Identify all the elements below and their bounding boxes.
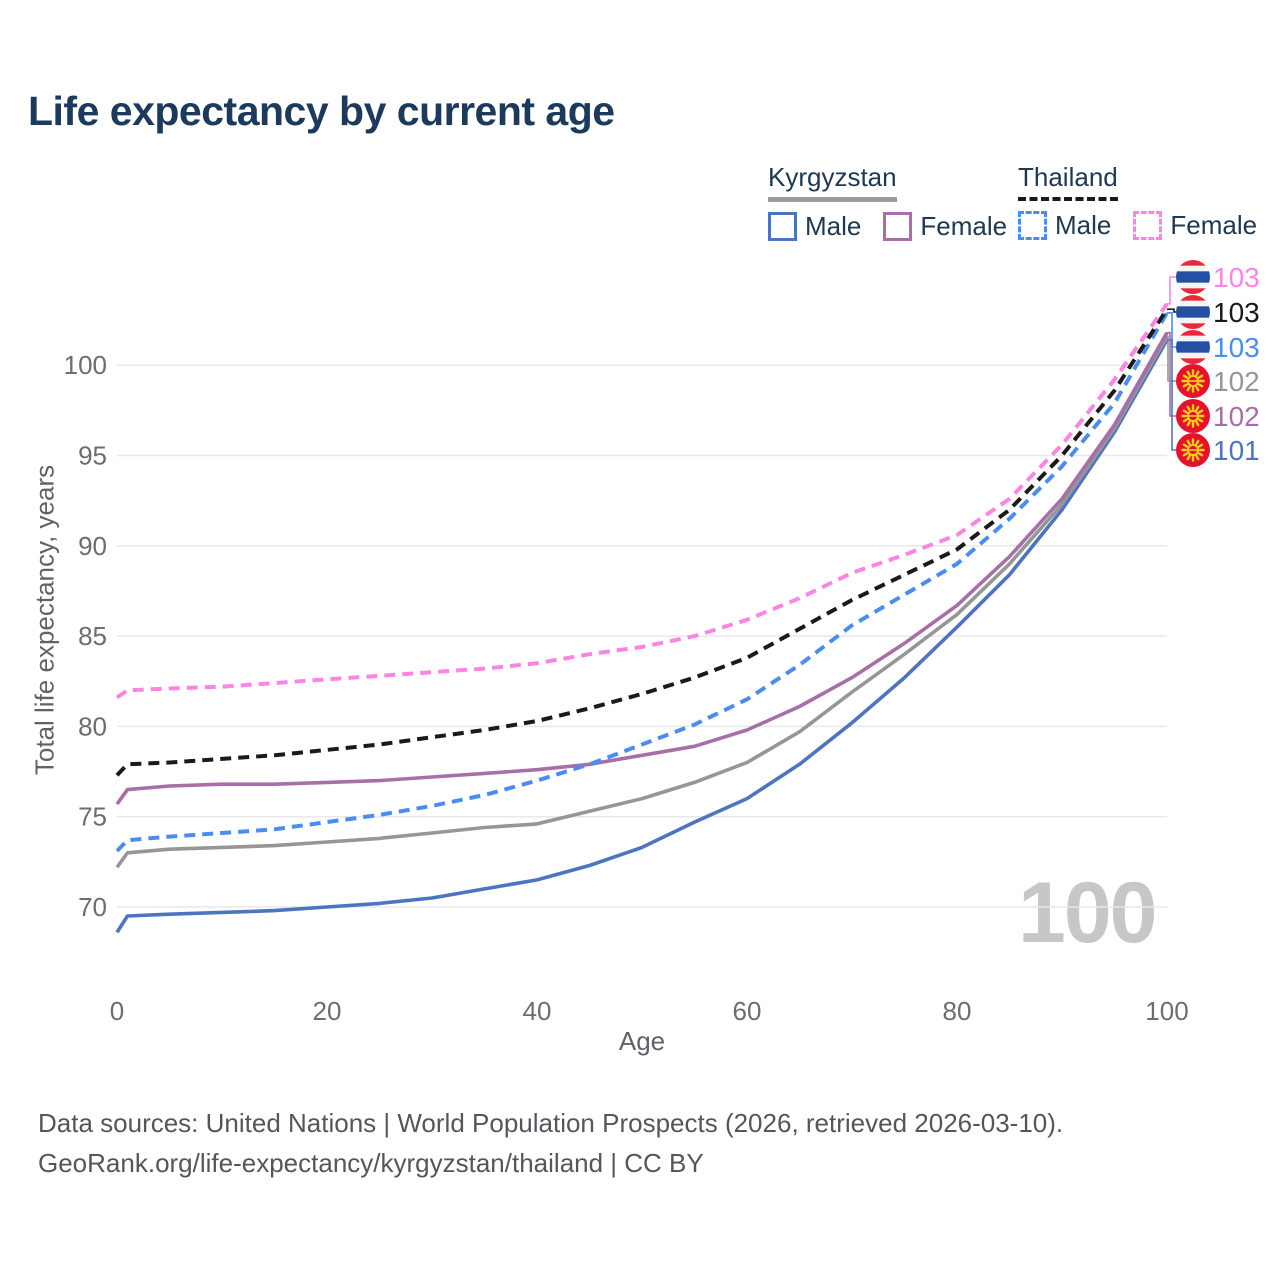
x-tick-label-60: 60 [733,996,762,1026]
kyrgyzstan-flag-icon [1176,433,1210,467]
x-tick-label-80: 80 [943,996,972,1026]
series-line-kyrgyzstan-female [115,331,1169,806]
x-tick-labels: 0 20 40 60 80 100 [110,996,1189,1026]
legend-item-label: Male [1055,210,1112,240]
end-label-value-kyrgyzstan-male: 101 [1213,435,1260,466]
footer-source-line: Data sources: United Nations | World Pop… [38,1108,1064,1138]
thailand-flag-icon [1176,260,1210,294]
gridlines [117,364,1167,908]
x-tick-label-20: 20 [313,996,342,1026]
series-line-kyrgyzstan-male [115,339,1169,934]
y-tick-label-75: 75 [78,802,107,832]
y-tick-label-70: 70 [78,892,107,922]
y-tick-label-80: 80 [78,711,107,741]
end-label-connector-kyrgyzstan-male [1167,339,1176,451]
legend-item-label: Male [805,211,862,241]
legend-item-kyrgyzstan-female: Female [883,211,1007,242]
end-label-connector-thailand-male [1167,312,1176,348]
footer-attribution-line: GeoRank.org/life-expectancy/kyrgyzstan/t… [38,1148,704,1178]
legend-items-thailand: Male Female [1018,210,1257,241]
series-line-thailand-female [115,302,1169,700]
end-label-connectors [1167,276,1176,451]
end-label-value-kyrgyzstan-female: 102 [1213,401,1260,432]
age-watermark: 100 [1018,865,1157,961]
y-tick-labels: 70 75 80 85 90 95 100 [64,350,107,922]
end-label-connector-thailand-female [1167,276,1176,305]
y-tick-label-100: 100 [64,350,107,380]
thailand-female-swatch-icon [1133,211,1163,240]
page-title: Life expectancy by current age [28,88,615,134]
legend-item-thailand-female: Female [1133,210,1257,241]
end-label-flags [1176,260,1210,467]
legend-item-label: Female [1170,210,1258,240]
legend-item-thailand-male: Male [1018,210,1111,241]
thailand-flag-icon [1176,295,1210,329]
series-lines [115,302,1169,934]
x-tick-label-40: 40 [523,996,552,1026]
end-label-value-thailand-male: 103 [1213,332,1260,363]
x-tick-label-0: 0 [110,996,124,1026]
legend-item-label: Female [920,211,1008,241]
x-tick-label-100: 100 [1145,996,1188,1026]
kyrgyzstan-flag-icon [1176,399,1210,433]
y-tick-label-95: 95 [78,441,107,471]
legend-country-thailand: Thailand [1018,162,1118,201]
kyrgyzstan-flag-icon [1176,364,1210,398]
legend-item-kyrgyzstan-male: Male [768,211,861,242]
thailand-male-swatch-icon [1018,211,1047,240]
y-tick-label-90: 90 [78,531,107,561]
series-line-thailand-total [115,308,1169,777]
legend-group-kyrgyzstan: Kyrgyzstan Male Female [768,162,1007,242]
end-label-value-thailand-female: 103 [1213,262,1260,293]
end-label-connector-thailand-total [1167,308,1176,313]
legend-group-thailand: Thailand Male Female [1018,162,1257,241]
x-axis-title: Age [618,1026,666,1056]
end-label-value-thailand-total: 103 [1213,297,1260,328]
series-line-thailand-male [115,311,1169,853]
thailand-flag-icon [1176,330,1210,364]
end-label-connector-kyrgyzstan-female [1167,331,1176,417]
legend-items-kyrgyzstan: Male Female [768,211,1007,242]
legend-country-kyrgyzstan: Kyrgyzstan [768,162,897,202]
kyrgyzstan-female-swatch-icon [883,212,913,241]
y-tick-label-85: 85 [78,621,107,651]
series-line-kyrgyzstan-total [115,335,1169,869]
end-label-value-kyrgyzstan-total: 102 [1213,366,1260,397]
kyrgyzstan-male-swatch-icon [768,212,797,241]
